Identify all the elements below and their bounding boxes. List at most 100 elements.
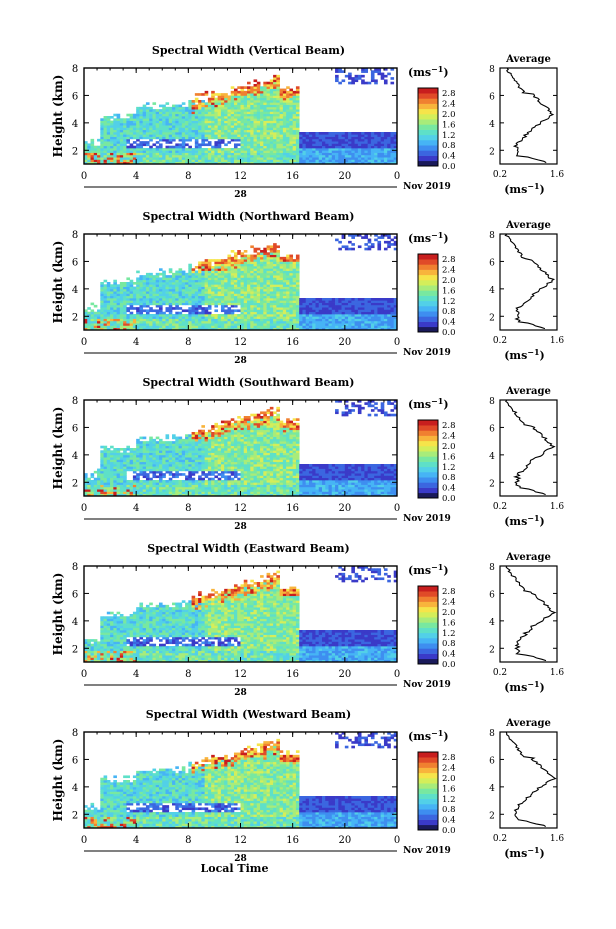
heatmap-cell (256, 86, 261, 89)
heatmap-cell (282, 116, 287, 119)
y-tick-label: 4 (72, 285, 78, 296)
heatmap-cell (240, 302, 245, 306)
heatmap-cell (240, 159, 245, 163)
heatmap-cell (302, 298, 307, 301)
heatmap-cell (129, 480, 134, 483)
heatmap-cell (145, 154, 150, 158)
heatmap-cell (198, 111, 202, 115)
heatmap-cell (113, 282, 117, 285)
heatmap-cell (224, 132, 228, 135)
heatmap-cell (162, 122, 166, 126)
heatmap-cell (84, 323, 88, 326)
heatmap-cell (178, 279, 183, 283)
heatmap-cell (172, 316, 176, 319)
heatmap-cell (116, 302, 121, 306)
heatmap-cell (155, 275, 160, 278)
heatmap-cell (97, 325, 101, 329)
heatmap-cell (100, 452, 104, 456)
heatmap-cell (119, 282, 124, 285)
heatmap-cell (227, 277, 232, 281)
heatmap-cell (220, 323, 225, 326)
heatmap-cell (132, 457, 137, 460)
heatmap-cell (351, 79, 355, 83)
heatmap-cell (149, 327, 153, 331)
heatmap-cell (276, 161, 280, 165)
heatmap-cell (191, 318, 196, 322)
heatmap-cell (116, 461, 121, 465)
heatmap-cell (344, 152, 349, 156)
heatmap-cell (201, 307, 205, 310)
heatmap-cell (247, 90, 251, 94)
heatmap-cell (237, 279, 241, 283)
heatmap-cell (377, 247, 382, 251)
heatmap-cell (103, 466, 108, 469)
heatmap-cell (341, 132, 346, 135)
heatmap-cell (377, 298, 382, 301)
heatmap-cell (188, 136, 192, 140)
heatmap-cell (276, 152, 280, 156)
heatmap-cell (220, 261, 225, 265)
heatmap-cell (188, 277, 192, 281)
heatmap-cell (253, 93, 258, 96)
heatmap-cell (331, 138, 336, 142)
heatmap-cell (194, 118, 199, 121)
heatmap-cell (305, 327, 310, 331)
heatmap-cell (256, 125, 261, 128)
colorbar-swatch (418, 108, 438, 115)
heatmap-cell (308, 152, 313, 156)
heatmap-cell (84, 473, 88, 476)
heatmap-cell (230, 136, 235, 140)
heatmap-cell (260, 88, 264, 92)
heatmap-cell (217, 132, 222, 135)
heatmap-cell (165, 300, 170, 303)
heatmap-cell (240, 141, 245, 144)
heatmap-cell (129, 302, 134, 306)
heatmap-cell (240, 109, 245, 112)
heatmap-cell (364, 132, 369, 135)
heatmap-cell (286, 120, 290, 124)
heatmap-cell (247, 104, 251, 108)
heatmap-cell (263, 86, 267, 89)
average-x-tick-label: 1.6 (550, 170, 565, 180)
heatmap-cell (119, 298, 124, 301)
heatmap-cell (224, 311, 228, 315)
heatmap-cell (357, 298, 362, 301)
heatmap-cell (292, 275, 297, 278)
heatmap-cell (240, 275, 245, 278)
heatmap-cell (233, 95, 238, 99)
heatmap-cell (100, 150, 104, 153)
heatmap-cell (158, 320, 163, 324)
heatmap-cell (256, 100, 261, 103)
heatmap-cell (126, 127, 130, 131)
heatmap-cell (308, 311, 313, 315)
heatmap-cell (256, 116, 261, 119)
heatmap-cell (100, 148, 104, 151)
heatmap-cell (207, 298, 212, 301)
heatmap-cell (243, 272, 248, 276)
heatmap-cell (149, 314, 153, 317)
heatmap-cell (315, 307, 320, 310)
heatmap-cell (103, 154, 108, 158)
heatmap-cell (351, 298, 355, 301)
heatmap-cell (260, 120, 264, 124)
heatmap-cell (217, 157, 222, 160)
heatmap-cell (233, 293, 238, 297)
heatmap-cell (149, 161, 153, 165)
heatmap-cell (237, 161, 241, 165)
heatmap-cell (292, 295, 297, 299)
heatmap-cell (247, 302, 251, 306)
heatmap-cell (269, 132, 274, 135)
heatmap-cell (132, 113, 137, 117)
heatmap-cell (168, 106, 173, 110)
heatmap-cell (302, 154, 307, 158)
heatmap-cell (87, 489, 91, 492)
heatmap-cell (204, 302, 209, 306)
heatmap-cell (341, 309, 346, 313)
heatmap-cell (253, 148, 258, 151)
heatmap-cell (308, 316, 313, 319)
heatmap-cell (106, 154, 111, 158)
heatmap-cell (211, 136, 215, 140)
heatmap-cell (266, 154, 271, 158)
heatmap-cell (380, 154, 385, 158)
heatmap-cell (204, 125, 209, 128)
